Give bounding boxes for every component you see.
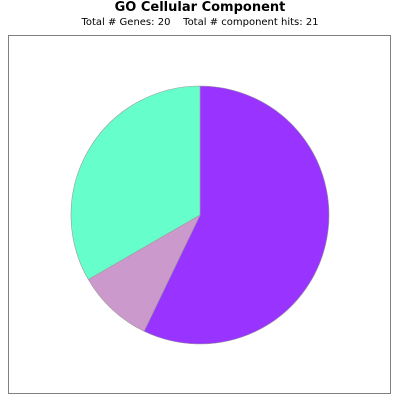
total-hits-value: 21 [305, 17, 319, 28]
chart-title: GO Cellular Component [114, 0, 286, 15]
pie-slice-3 [70, 85, 201, 280]
total-hits-label: Total # component hits: [183, 17, 303, 28]
pie-slice-1 [143, 85, 330, 345]
chart-subtitle: Total # Genes: 20 Total # component hits… [0, 16, 400, 30]
total-genes-value: 20 [157, 17, 171, 28]
total-genes-label: Total # Genes: [81, 17, 155, 28]
pie-slice-2 [87, 214, 201, 332]
